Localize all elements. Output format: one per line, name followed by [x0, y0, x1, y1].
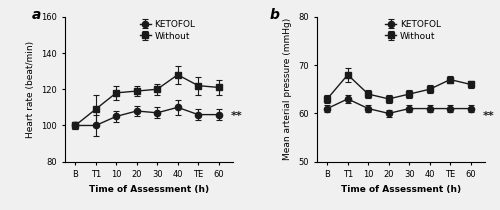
Text: **: ** — [483, 111, 494, 121]
Text: b: b — [270, 8, 280, 22]
Text: a: a — [32, 8, 41, 22]
Text: **: ** — [231, 112, 242, 121]
X-axis label: Time of Assessment (h): Time of Assessment (h) — [341, 185, 461, 194]
X-axis label: Time of Assessment (h): Time of Assessment (h) — [89, 185, 209, 194]
Y-axis label: Mean arterial pressure (mmHg): Mean arterial pressure (mmHg) — [284, 18, 292, 160]
Y-axis label: Heart rate (beat/min): Heart rate (beat/min) — [26, 41, 35, 138]
Legend: KETOFOL, Without: KETOFOL, Without — [140, 20, 196, 41]
Legend: KETOFOL, Without: KETOFOL, Without — [386, 20, 441, 41]
